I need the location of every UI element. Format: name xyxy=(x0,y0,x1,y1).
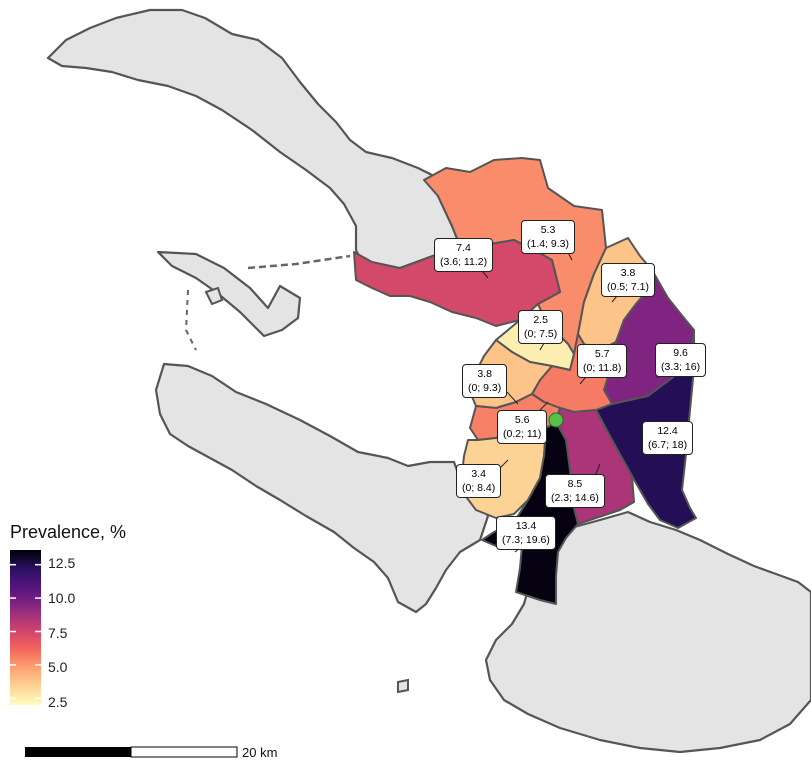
dam-line xyxy=(247,254,351,270)
value-label-interval: (0; 11.8) xyxy=(583,362,622,374)
value-label-center-south: 5.7 (0; 11.8) xyxy=(577,344,628,378)
legend-colorbar xyxy=(10,550,41,705)
value-label-interval: (3.3; 16) xyxy=(661,361,701,373)
value-label-interval: (0.5; 7.1) xyxy=(607,281,650,293)
value-label-value: 3.4 xyxy=(471,468,486,480)
south-east-land xyxy=(484,510,811,754)
value-label-interval: (3.6; 11.2) xyxy=(440,256,488,268)
value-label-north-west: 7.4 (3.6; 11.2) xyxy=(434,238,494,272)
small-island xyxy=(397,678,409,694)
legend-tick-label: 5.0 xyxy=(48,659,68,675)
value-label-interval: (0; 7.5) xyxy=(524,328,558,340)
value-label-interval: (0; 9.3) xyxy=(468,382,502,394)
value-label-value: 3.8 xyxy=(620,267,636,279)
value-label-value: 9.6 xyxy=(673,347,688,359)
value-label-value: 5.3 xyxy=(540,224,556,236)
value-label-south-west: 3.4 (0; 8.4) xyxy=(456,464,502,498)
dam-line-west xyxy=(184,289,197,351)
value-label-interval: (6.7; 18) xyxy=(648,439,688,451)
legend-tick-label: 2.5 xyxy=(48,694,68,710)
value-label-value: 5.6 xyxy=(514,414,530,426)
value-label-south-center: 8.5 (2.3; 14.6) xyxy=(545,474,605,508)
legend-tick-label: 12.5 xyxy=(48,555,76,571)
legend-title: Prevalence, % xyxy=(10,522,127,542)
location-marker xyxy=(548,412,564,428)
value-label-value: 13.4 xyxy=(515,520,537,532)
scale-bar-label: 20 km xyxy=(242,745,278,760)
scale-bar-white xyxy=(130,746,238,758)
value-label-west: 3.8 (0; 9.3) xyxy=(462,364,508,398)
legend-tick-label: 7.5 xyxy=(48,625,68,641)
value-label-interval: (0; 8.4) xyxy=(462,482,496,494)
value-label-interval: (1.4; 9.3) xyxy=(527,238,570,250)
value-label-east: 9.6 (3.3; 16) xyxy=(655,343,707,377)
value-label-north-east: 3.8 (0.5; 7.1) xyxy=(601,263,656,297)
value-label-center: 2.5 (0; 7.5) xyxy=(518,310,564,344)
value-label-interval: (2.3; 14.6) xyxy=(551,492,599,504)
southern-coast xyxy=(154,362,490,614)
value-label-south: 13.4 (7.3; 19.6) xyxy=(496,516,556,550)
value-label-value: 5.7 xyxy=(594,348,610,360)
value-label-south-east: 12.4 (6.7; 18) xyxy=(642,421,694,455)
scale-bar-black xyxy=(25,747,131,757)
value-label-value: 3.8 xyxy=(477,368,492,380)
leader-center xyxy=(539,342,545,351)
leader-admiralty xyxy=(539,401,549,411)
western-peninsula xyxy=(156,250,302,338)
value-label-north-upper: 5.3 (1.4; 9.3) xyxy=(521,220,576,254)
value-label-interval: (0.2; 11) xyxy=(503,428,542,440)
northern-land xyxy=(46,8,462,284)
value-label-admiralty: 5.6 (0.2; 11) xyxy=(497,410,548,444)
small-island-west xyxy=(204,286,224,306)
value-label-interval: (7.3; 19.6) xyxy=(502,534,550,546)
legend-tick-marks xyxy=(10,563,41,700)
value-label-value: 2.5 xyxy=(533,314,548,326)
value-label-value: 7.4 xyxy=(456,242,471,254)
value-label-value: 8.5 xyxy=(567,478,583,490)
legend-tick-label: 10.0 xyxy=(48,590,76,606)
value-label-value: 12.4 xyxy=(657,425,678,437)
leader-west xyxy=(506,391,519,405)
